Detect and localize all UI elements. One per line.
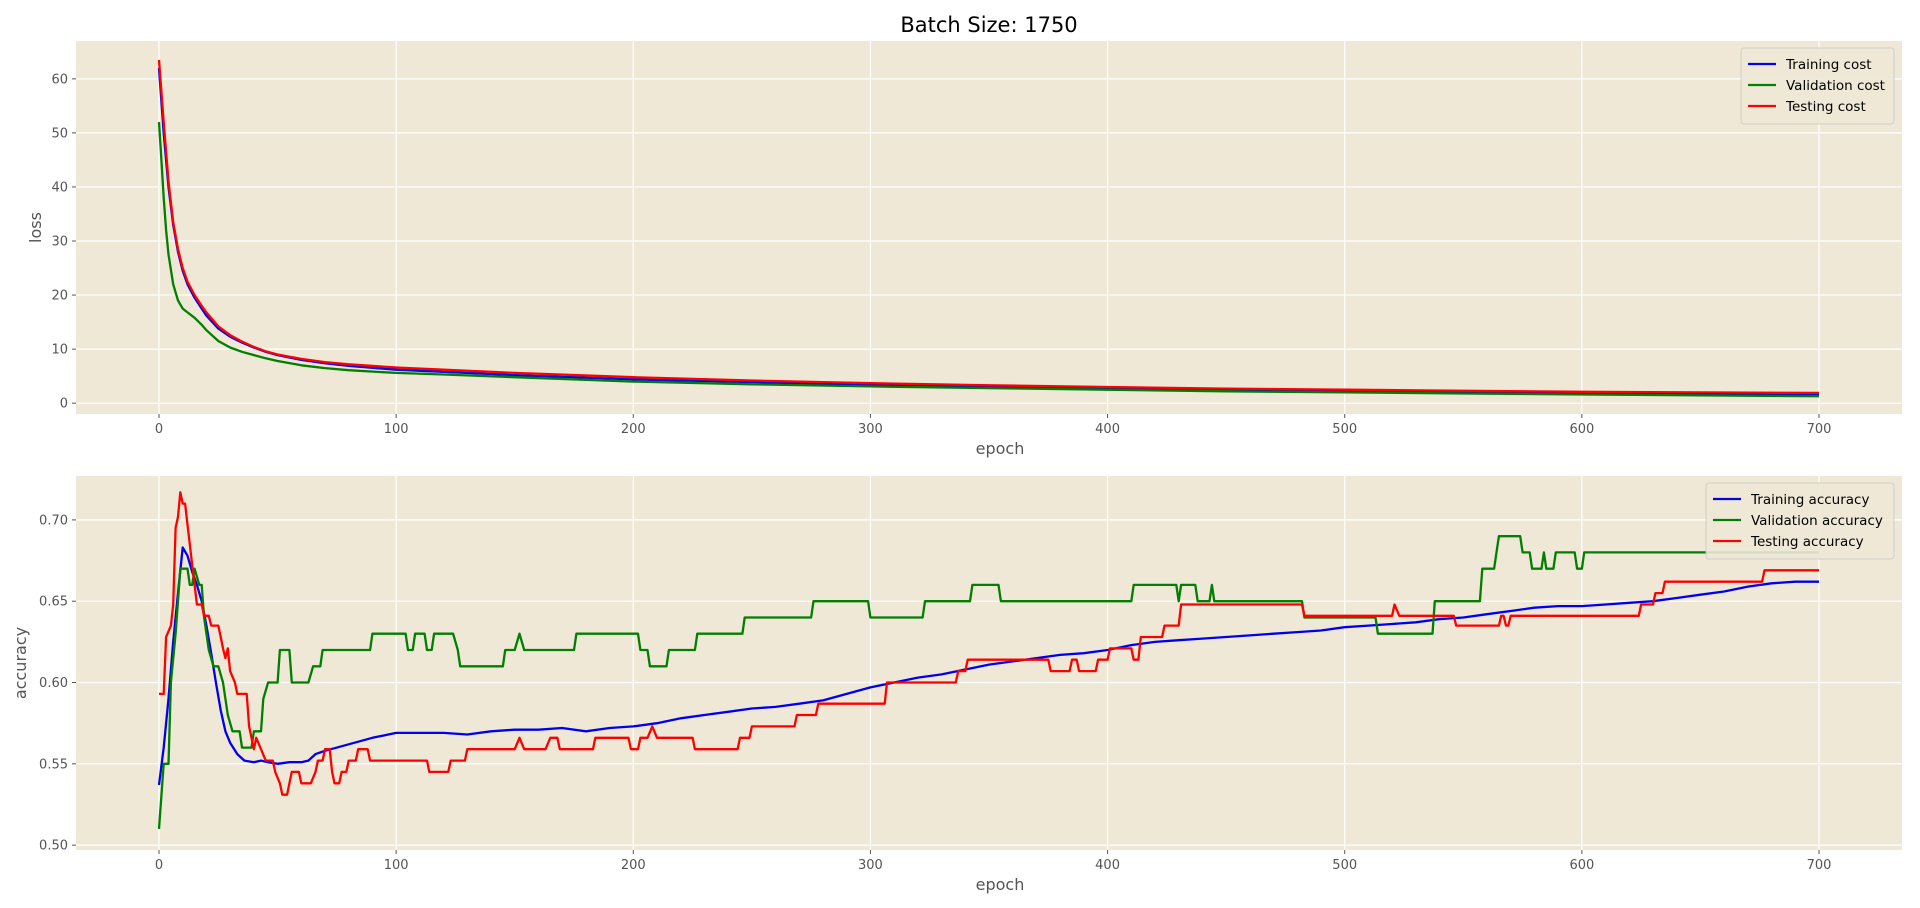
y-tick-label: 60 <box>51 72 68 87</box>
y-axis-label: accuracy <box>11 627 30 699</box>
legend-entry: Training cost <box>1785 57 1872 73</box>
y-tick-label: 0.50 <box>39 839 68 854</box>
loss-subplot: 0 100 200 300 400 500 600 700 0 10 20 30 40 50 60 epoch… <box>26 41 1902 458</box>
x-tick-label: 100 <box>384 422 409 437</box>
legend-entry: Testing cost <box>1785 99 1866 115</box>
y-tick-label: 0.60 <box>39 676 68 691</box>
y-tick-label: 0.70 <box>39 513 68 528</box>
x-tick-label: 0 <box>155 858 163 873</box>
x-tick-label: 400 <box>1095 422 1120 437</box>
y-tick-label: 0.65 <box>39 595 68 610</box>
x-tick-label: 300 <box>858 422 883 437</box>
y-tick-label: 20 <box>51 289 68 304</box>
x-tick-label: 0 <box>155 422 163 437</box>
figure-title: Batch Size: 1750 <box>900 13 1077 37</box>
x-tick-label: 100 <box>384 858 409 873</box>
accuracy-subplot: 0 100 200 300 400 500 600 700 0.50 0.55 0.60 0.65 0.… <box>11 476 1902 894</box>
x-tick-label: 500 <box>1332 422 1357 437</box>
y-tick-label: 10 <box>51 343 68 358</box>
x-tick-label: 200 <box>621 422 646 437</box>
plot-area <box>76 476 1902 850</box>
series-line-3 <box>157 59 1820 395</box>
x-tick-label: 700 <box>1807 422 1832 437</box>
y-tick-label: 40 <box>51 180 68 195</box>
series-line-2 <box>157 535 1819 829</box>
x-tick-label: 600 <box>1569 858 1594 873</box>
y-tick-label: 0.55 <box>39 757 68 772</box>
legend-box <box>1705 482 1895 560</box>
legend-box <box>1740 47 1895 125</box>
legend-entry: Testing accuracy <box>1750 534 1864 550</box>
x-axis-label: epoch <box>976 439 1025 458</box>
x-tick-label: 300 <box>858 858 883 873</box>
series-line-1 <box>157 546 1819 786</box>
x-tick-label: 500 <box>1332 858 1357 873</box>
legend-entry: Validation accuracy <box>1751 513 1883 529</box>
plot-area <box>76 41 1902 414</box>
legend-entry: Training accuracy <box>1750 492 1869 508</box>
y-tick-label: 30 <box>51 235 68 250</box>
legend-entry: Validation cost <box>1786 78 1885 94</box>
y-axis-label: loss <box>26 212 45 243</box>
series-line-3 <box>159 491 1819 796</box>
x-axis-label: epoch <box>976 875 1025 894</box>
series-line-2 <box>157 122 1820 398</box>
x-tick-label: 700 <box>1807 858 1832 873</box>
x-tick-label: 600 <box>1569 422 1594 437</box>
y-tick-label: 50 <box>51 126 68 141</box>
y-tick-label: 0 <box>60 397 68 412</box>
x-tick-label: 400 <box>1095 858 1120 873</box>
x-tick-label: 200 <box>621 858 646 873</box>
